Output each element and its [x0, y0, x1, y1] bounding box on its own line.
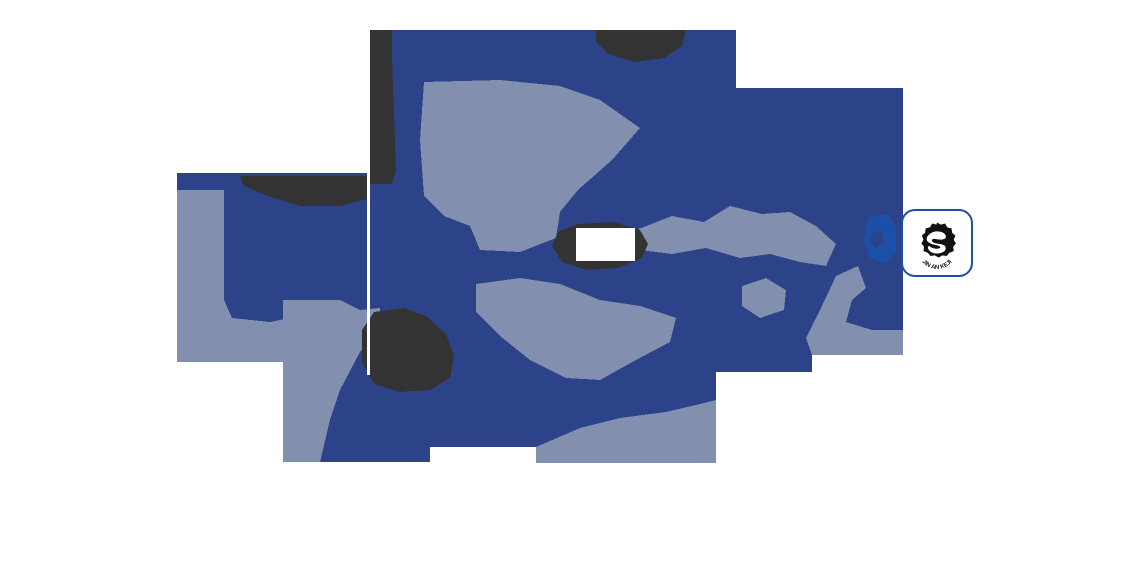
white-seam-line — [367, 30, 370, 375]
charcoal-lower-blob — [362, 308, 454, 392]
slate-mid-band — [476, 278, 676, 380]
slate-bottom-wedge — [536, 400, 716, 463]
slate-center-chain — [636, 206, 836, 266]
logo-curved-text: JIN AN KEJI — [921, 259, 954, 270]
slate-small-blob — [742, 278, 786, 318]
charcoal-left-column — [370, 30, 396, 184]
slate-upper-polygon — [420, 80, 640, 252]
logo-swirl — [926, 231, 946, 254]
slate-lower-band — [283, 300, 380, 462]
slate-right-band — [806, 266, 903, 355]
white-highlight — [576, 228, 635, 261]
charcoal-left-band — [240, 176, 370, 206]
company-logo-badge: JIN AN KEJI — [901, 209, 973, 277]
bright-blue-accent-notch — [870, 230, 884, 248]
charcoal-top-blob — [596, 30, 686, 62]
